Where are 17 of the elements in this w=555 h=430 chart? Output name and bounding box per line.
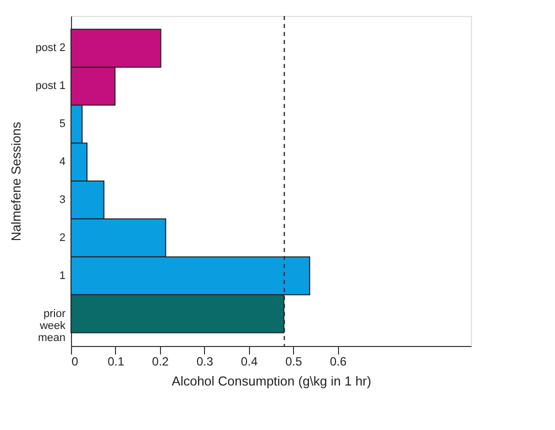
x-axis-title: Alcohol Consumption (g\kg in 1 hr) xyxy=(172,374,372,388)
x-tick-label: 0.5 xyxy=(285,354,302,368)
y-tick-label: 3 xyxy=(59,194,66,206)
x-tick-label: 0.1 xyxy=(108,354,125,368)
x-tick-label: 0.3 xyxy=(196,354,214,368)
y-tick-label: prior week mean xyxy=(38,308,66,344)
y-tick-label: 4 xyxy=(59,156,66,168)
y-tick-label: 5 xyxy=(59,118,66,130)
x-tick-label: 0.6 xyxy=(330,354,347,368)
y-axis-title: Nalmefene Sessions xyxy=(8,121,24,242)
x-tick-label: 0 xyxy=(72,354,78,368)
x-tick-label: 0.4 xyxy=(240,354,258,368)
y-tick-label: post 1 xyxy=(36,80,66,92)
x-tick-label: 0.2 xyxy=(152,354,170,368)
y-tick-label: post 2 xyxy=(36,42,66,54)
y-tick-label: 2 xyxy=(59,232,66,244)
y-tick-label: 1 xyxy=(59,270,66,282)
